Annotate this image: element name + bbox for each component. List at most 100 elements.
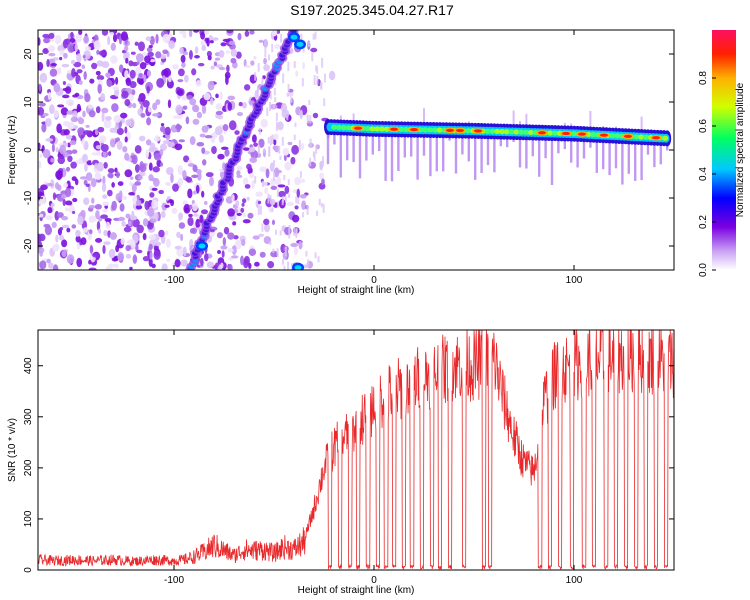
heatmap-noise-cell [264, 47, 267, 58]
heatmap-noise-cell [263, 223, 271, 233]
heatmap-noise-cell [247, 212, 254, 219]
heatmap-noise-cell [274, 229, 277, 235]
heatmap-noise-cell [244, 30, 250, 37]
heatmap-noise-cell [61, 63, 70, 68]
heatmap-noise-cell [280, 33, 283, 43]
heatmap-ridge-cell [480, 131, 483, 173]
heatmap-noise-cell [164, 230, 169, 236]
heatmap-noise-cell [107, 189, 113, 197]
heatmap-noise-cell [45, 138, 54, 142]
heatmap-noise-cell [165, 166, 174, 176]
heatmap-noise-cell [78, 80, 83, 85]
heatmap-noise-cell [132, 254, 138, 264]
heatmap-ridge-cell [390, 127, 398, 131]
heatmap-noise-cell [123, 226, 132, 233]
heatmap-ridge-cell [345, 125, 352, 131]
heatmap-noise-cell [66, 110, 74, 115]
heatmap-noise-cell [75, 229, 81, 237]
heatmap-noise-cell [256, 89, 259, 98]
heatmap-noise-cell [236, 170, 241, 176]
heatmap-noise-cell [105, 265, 113, 270]
heatmap-noise-cell [153, 152, 162, 161]
heatmap-noise-cell [279, 230, 282, 236]
heatmap-ridge-cell [379, 126, 385, 132]
heatmap-noise-cell [77, 215, 84, 225]
heatmap-noise-cell [284, 226, 292, 236]
heatmap-noise-cell [97, 126, 105, 133]
heatmap-noise-cell [162, 49, 169, 55]
heatmap-noise-cell [62, 88, 69, 92]
heatmap-noise-cell [277, 184, 286, 188]
heatmap-ridge-cell [525, 113, 528, 133]
heatmap-noise-cell [276, 248, 279, 257]
heatmap-noise-cell [96, 150, 101, 156]
heatmap-noise-cell [152, 166, 160, 173]
snr-y-tick-label: 400 [23, 357, 34, 374]
heatmap-noise-cell [274, 178, 281, 186]
heatmap-noise-cell [102, 150, 107, 158]
heatmap-noise-cell [241, 238, 246, 247]
heatmap-noise-cell [287, 61, 290, 72]
heatmap-noise-cell [70, 59, 76, 65]
heatmap-noise-cell [38, 61, 44, 71]
heatmap-noise-cell [46, 59, 50, 68]
heatmap-noise-cell [187, 216, 194, 227]
heatmap-noise-cell [107, 168, 115, 174]
heatmap-ridge-cell [646, 137, 650, 155]
heatmap-ridge-cell [571, 131, 577, 137]
heatmap-noise-cell [231, 194, 235, 203]
heatmap-noise-cell [71, 224, 77, 229]
heatmap-noise-cell [309, 138, 312, 147]
heatmap-noise-cell [185, 116, 190, 125]
heatmap-ridge-cell [638, 134, 645, 140]
heatmap-noise-cell [235, 51, 242, 59]
heatmap-noise-cell [67, 155, 73, 163]
heatmap-noise-cell [302, 211, 305, 218]
heatmap-ridge-cell [527, 129, 534, 136]
heatmap-noise-cell [101, 30, 109, 36]
heatmap-noise-cell [283, 154, 287, 162]
heatmap-noise-cell [45, 215, 53, 221]
heatmap-noise-cell [110, 42, 116, 52]
heatmap-noise-cell [129, 69, 136, 79]
heatmap-noise-cell [120, 31, 128, 42]
heatmap-noise-cell [50, 63, 58, 67]
heatmap-noise-cell [61, 249, 67, 258]
heatmap-noise-cell [257, 63, 260, 72]
heatmap-noise-cell [328, 70, 336, 81]
heatmap-noise-cell [177, 79, 184, 83]
heatmap-noise-cell [227, 95, 236, 101]
heatmap-noise-cell [147, 221, 153, 228]
heatmap-ridge-cell [503, 129, 510, 135]
heatmap-noise-cell [47, 92, 52, 101]
heatmap-noise-cell [231, 255, 239, 259]
heatmap-noise-cell [322, 203, 325, 213]
heatmap-noise-cell [290, 96, 293, 103]
heatmap-noise-cell [228, 40, 236, 46]
heatmap-noise-cell [127, 220, 132, 227]
snr-y-label: SNR (10 * v/v) [7, 418, 18, 482]
heatmap-noise-cell [321, 178, 325, 186]
heatmap-noise-cell [172, 183, 179, 192]
heatmap-noise-cell [181, 61, 186, 68]
heatmap-x-tick-label: 100 [566, 275, 583, 286]
heatmap-ridge-cell [538, 131, 546, 135]
heatmap-noise-cell [125, 213, 131, 219]
heatmap-ridge-cell [340, 125, 347, 131]
heatmap-ridge-cell [640, 116, 643, 138]
snr-series-line [38, 330, 674, 570]
heatmap-noise-cell [261, 223, 264, 232]
heatmap-noise-cell [66, 98, 74, 107]
snr-frame [37, 329, 675, 571]
heatmap-noise-cell [315, 145, 318, 154]
heatmap-ridge-cell [397, 129, 400, 172]
heatmap-noise-cell [243, 177, 249, 186]
heatmap-noise-cell [162, 33, 171, 44]
heatmap-noise-cell [95, 144, 103, 150]
heatmap-ridge-cell [562, 131, 570, 136]
heatmap-noise-cell [201, 45, 207, 51]
heatmap-noise-cell [271, 207, 274, 213]
heatmap-noise-cell [273, 268, 276, 270]
heatmap-noise-cell [278, 145, 281, 154]
heatmap-noise-cell [124, 69, 129, 79]
